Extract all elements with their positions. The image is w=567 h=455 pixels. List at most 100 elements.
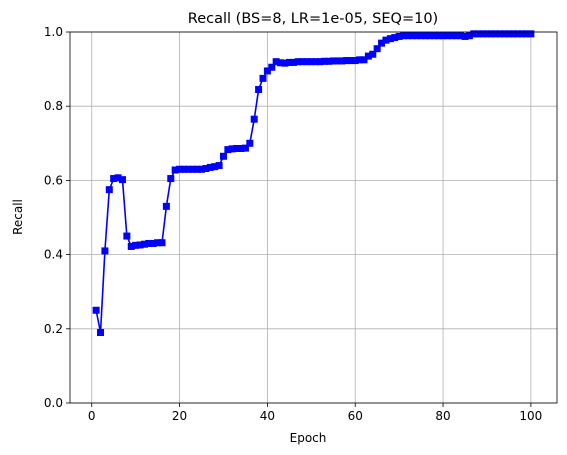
y-tick-label: 0.6 [44,173,63,187]
data-point [299,58,307,66]
data-point [448,32,456,40]
data-point [237,144,245,152]
data-point [509,30,517,38]
data-point [443,32,451,40]
data-point [307,58,315,66]
data-point [527,30,535,38]
data-point [233,144,241,152]
data-point [118,176,126,184]
data-point [518,30,526,38]
x-tick-label: 20 [172,409,187,423]
x-tick-label: 100 [519,409,542,423]
data-point [294,58,302,66]
data-point [413,32,421,40]
data-point [522,30,530,38]
data-point [325,57,333,65]
data-point [329,57,337,65]
x-tick-label: 40 [260,409,275,423]
data-point [514,30,522,38]
data-point [202,165,210,173]
data-point [176,165,184,173]
data-point [180,165,188,173]
data-point [334,57,342,65]
data-point [430,32,438,40]
data-point [408,32,416,40]
data-point [246,139,254,147]
x-axis-label: Epoch [290,431,327,445]
x-tick-label: 0 [88,409,96,423]
data-point [250,115,258,123]
data-point [241,144,249,152]
data-point [320,57,328,65]
data-point [101,247,109,255]
series-recall [92,30,535,337]
data-point [263,67,271,75]
data-point [158,239,166,247]
y-tick-label: 1.0 [44,25,63,39]
data-point [154,239,162,247]
data-point [127,242,135,250]
data-point [369,50,377,58]
data-point [277,59,285,67]
data-point [487,30,495,38]
data-point [219,152,227,160]
data-point [206,163,214,171]
data-point [483,30,491,38]
data-point [303,58,311,66]
data-point [136,241,144,249]
data-point [356,56,364,64]
data-point [171,166,179,174]
data-point [404,32,412,40]
data-point [470,30,478,38]
data-point [417,32,425,40]
y-tick-label: 0.2 [44,322,63,336]
data-point [272,58,280,66]
data-point [426,32,434,40]
series-line [95,33,531,333]
data-point [439,32,447,40]
data-point [224,146,232,154]
data-point [123,232,131,240]
data-point [382,36,390,44]
data-point [400,32,408,40]
data-point [259,74,267,82]
data-point [97,329,105,337]
data-point [149,239,157,247]
data-point [364,52,372,60]
data-point [290,58,298,66]
data-point [211,163,219,171]
data-point [378,39,386,47]
x-tick-label: 60 [348,409,363,423]
data-point [198,165,206,173]
chart-title: Recall (BS=8, LR=1e-05, SEQ=10) [188,11,438,27]
y-tick-label: 0.0 [44,396,63,410]
data-point [505,30,513,38]
data-point [496,30,504,38]
data-point [92,306,100,314]
data-point [281,59,289,67]
data-point [391,34,399,42]
data-point [492,30,500,38]
data-point [338,57,346,65]
x-tick-label: 80 [435,409,450,423]
y-tick-label: 0.8 [44,99,63,113]
data-point [255,86,263,94]
data-point [162,202,170,210]
data-point [386,35,394,43]
y-tick-label: 0.4 [44,248,63,262]
data-point [461,32,469,40]
data-point [114,174,122,182]
grid-lines [70,31,557,404]
data-point [395,32,403,40]
data-point [110,175,118,183]
data-point [285,58,293,66]
data-point [193,165,201,173]
data-point [105,186,113,194]
data-point [184,165,192,173]
data-point [347,57,355,65]
data-point [228,145,236,153]
data-point [351,57,359,65]
data-point [452,32,460,40]
y-axis-label: Recall [11,199,25,235]
